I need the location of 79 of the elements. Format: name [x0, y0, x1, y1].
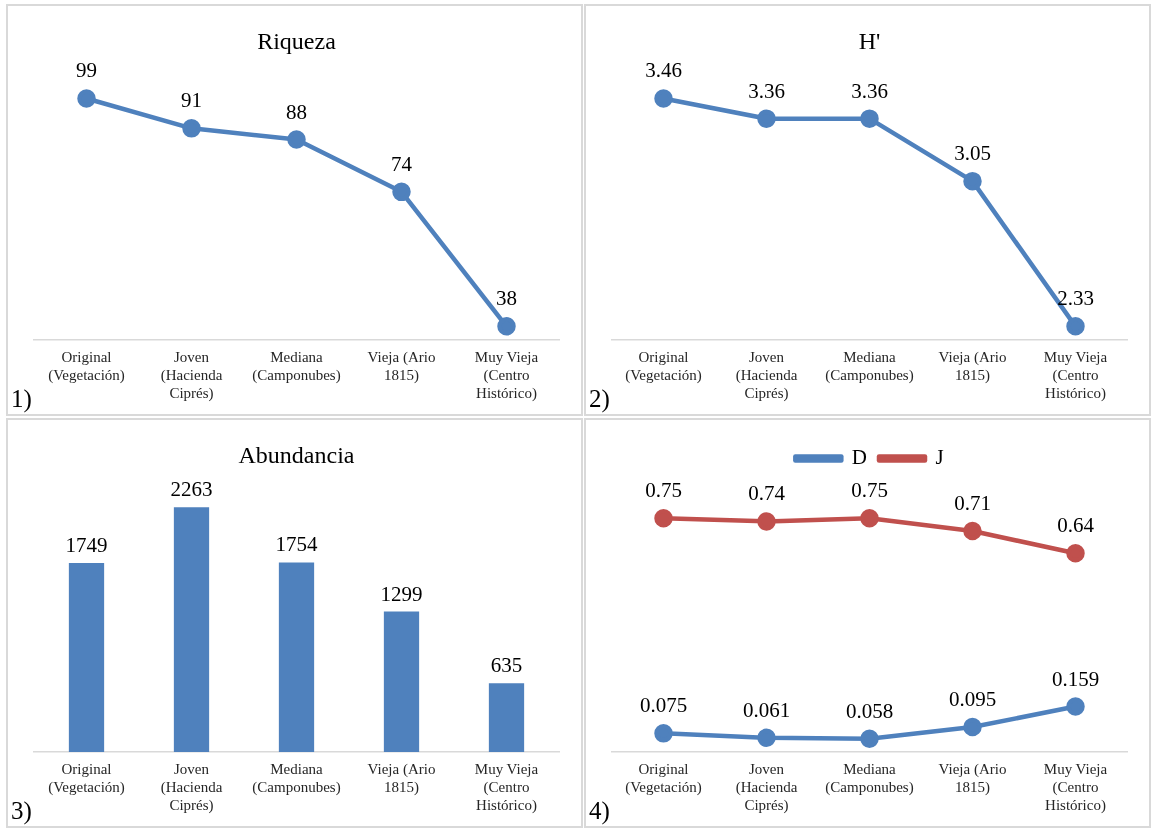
x-tick-label: Muy Vieja (Centro Histórico) — [1043, 348, 1108, 402]
x-tick-label: Vieja (Ario 1815) — [367, 348, 436, 384]
point — [963, 717, 982, 737]
x-tick-label: Vieja (Ario 1815) — [367, 760, 436, 796]
data-label: 99 — [76, 58, 97, 83]
data-label: 1299 — [380, 581, 423, 606]
data-label: 1749 — [65, 532, 108, 557]
chart-title: Abundancia — [238, 441, 355, 468]
x-tick-label: Original (Vegetación) — [48, 348, 125, 384]
x-tick-label: Vieja (Ario 1815) — [938, 760, 1007, 796]
x-tick-label: Muy Vieja (Centro Histórico) — [474, 760, 539, 814]
data-label: 0.71 — [954, 491, 991, 515]
data-label: 635 — [490, 653, 523, 678]
x-tick-label: Original (Vegetación) — [625, 760, 702, 796]
point — [654, 89, 673, 108]
point — [860, 109, 879, 128]
point — [757, 109, 776, 128]
text: 1) — [11, 384, 32, 412]
data-label: 2.33 — [1057, 286, 1094, 311]
bar — [173, 507, 210, 752]
data-label: 1754 — [275, 532, 318, 557]
data-label: 38 — [496, 286, 517, 311]
data-label: 0.058 — [845, 698, 894, 723]
point — [860, 508, 879, 528]
point — [287, 130, 306, 149]
point — [1066, 697, 1085, 716]
chart-title: H' — [858, 27, 881, 54]
point — [392, 182, 411, 202]
data-label: 0.75 — [851, 478, 888, 503]
x-tick-label: Original (Vegetación) — [625, 348, 702, 384]
point — [757, 728, 776, 748]
x-tick-label: Joven (Hacienda Ciprés) — [160, 760, 223, 814]
x-tick-label: Joven (Hacienda Ciprés) — [735, 760, 798, 814]
data-label: 0.061 — [742, 697, 791, 722]
bar — [68, 562, 105, 752]
x-tick-label: Muy Vieja (Centro Histórico) — [1043, 760, 1108, 814]
point — [757, 512, 776, 531]
data-label: 3.36 — [748, 78, 785, 103]
data-label: 0.75 — [645, 478, 682, 503]
data-label: 3.46 — [645, 58, 682, 83]
point — [1066, 544, 1085, 563]
point — [1066, 317, 1085, 336]
text: 4) — [589, 796, 610, 824]
x-tick-label: Original (Vegetación) — [48, 760, 125, 796]
point — [77, 89, 96, 108]
chart-title: Riqueza — [257, 27, 337, 54]
point — [497, 317, 516, 336]
data-label: 3.36 — [851, 78, 888, 103]
data-label: 74 — [391, 151, 413, 176]
data-label: 3.05 — [954, 141, 991, 166]
data-label: 91 — [181, 88, 202, 113]
text: 2) — [589, 384, 610, 412]
point — [963, 521, 982, 541]
x-tick-label: Mediana (Camponubes) — [252, 760, 341, 796]
point — [963, 171, 982, 191]
data-label: 0.159 — [1051, 666, 1100, 691]
x-tick-label: Mediana (Camponubes) — [252, 348, 341, 384]
x-tick-label: Mediana (Camponubes) — [825, 348, 914, 384]
x-tick-label: Vieja (Ario 1815) — [938, 348, 1007, 384]
x-tick-label: Joven (Hacienda Ciprés) — [735, 348, 798, 402]
bar — [488, 683, 525, 752]
data-label: 2263 — [170, 477, 213, 502]
point — [182, 119, 201, 138]
legend-label: D — [851, 445, 867, 470]
x-tick-label: Muy Vieja (Centro Histórico) — [474, 348, 539, 402]
data-label: 0.64 — [1057, 513, 1095, 538]
x-tick-label: Mediana (Camponubes) — [825, 760, 914, 796]
text: 3) — [11, 796, 32, 824]
point — [654, 508, 673, 528]
point — [654, 724, 673, 743]
data-label: 88 — [286, 99, 307, 124]
data-label: 0.095 — [948, 686, 997, 711]
point — [860, 729, 879, 749]
data-label: 0.075 — [639, 693, 688, 718]
bar — [278, 562, 315, 752]
x-tick-label: Joven (Hacienda Ciprés) — [160, 348, 223, 402]
data-label: 0.74 — [748, 481, 786, 506]
bar — [383, 611, 420, 752]
legend-label: J — [935, 445, 944, 470]
